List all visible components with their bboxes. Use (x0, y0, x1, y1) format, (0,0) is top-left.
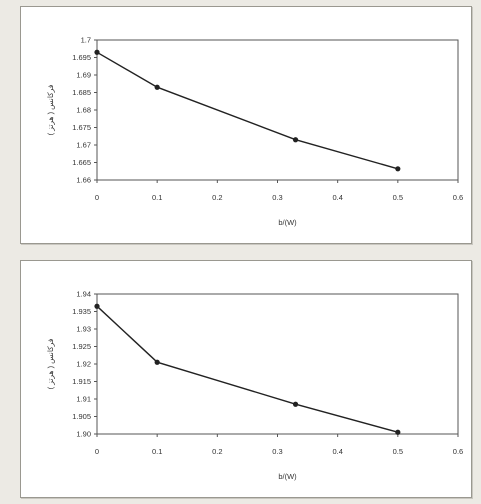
data-point (292, 401, 299, 407)
series-line (96, 51, 398, 170)
y-tick-label: 1.935 (72, 307, 91, 316)
chart-panel-top: 1.66 1.665 1.67 1.675 1.68 1.685 1.69 1.695 1.7 0… (20, 6, 472, 244)
x-tick-label: 0.1 (152, 447, 162, 456)
y-tick-label: 1.915 (72, 377, 91, 386)
data-point (154, 359, 160, 365)
x-tick-label: 0.3 (272, 447, 282, 456)
y-tick-label: 1.675 (72, 123, 91, 132)
series-line (96, 305, 398, 433)
x-tick-label: 0.6 (453, 447, 463, 456)
x-tick-label: 0.5 (393, 193, 403, 202)
data-point (94, 49, 100, 55)
y-tick-label: 1.90 (76, 430, 91, 439)
x-tick-label: 0.4 (332, 447, 342, 456)
y-tick-label: 1.905 (72, 412, 91, 421)
plot-area (96, 39, 459, 181)
chart-svg: 1.90 1.905 1.91 1.915 1.92 1.925 1.93 1.935 1.94… (46, 290, 463, 482)
x-tick-label: 0.4 (332, 193, 342, 202)
x-tick-label: 0 (95, 447, 99, 456)
y-axis-title: فركانس ( هرتز ) (46, 338, 55, 389)
y-tick-label: 1.91 (76, 395, 91, 404)
x-tick-label: 0.2 (212, 447, 222, 456)
x-axis-title: b/(W) (278, 218, 297, 227)
data-point (94, 303, 100, 309)
x-tick-label: 0.1 (152, 193, 162, 202)
y-tick-label: 1.925 (72, 342, 91, 351)
x-tick-label: 0.3 (272, 193, 282, 202)
y-tick-label: 1.93 (76, 325, 91, 334)
y-tick-label: 1.66 (76, 176, 91, 185)
y-tick-label: 1.67 (76, 141, 91, 150)
data-point (154, 84, 160, 90)
y-tick-label: 1.69 (76, 71, 91, 80)
y-tick-label: 1.94 (76, 290, 91, 299)
y-axis-title: فركانس ( هرتز ) (46, 84, 55, 135)
chart-svg: 1.66 1.665 1.67 1.675 1.68 1.685 1.69 1.695 1.7 0… (46, 36, 463, 228)
x-tick-label: 0.2 (212, 193, 222, 202)
y-tick-label: 1.685 (72, 88, 91, 97)
y-tick-label: 1.68 (76, 106, 91, 115)
chart-panel-bottom: 1.90 1.905 1.91 1.915 1.92 1.925 1.93 1.935 1.94… (20, 260, 472, 498)
plot-area (96, 293, 459, 435)
x-tick-label: 0 (95, 193, 99, 202)
data-point (395, 429, 401, 435)
data-point (395, 166, 401, 172)
y-tick-label: 1.665 (72, 158, 91, 167)
y-tick-label: 1.92 (76, 360, 91, 369)
x-tick-label: 0.6 (453, 193, 463, 202)
y-tick-label: 1.695 (72, 53, 91, 62)
data-point (292, 137, 299, 143)
y-tick-label: 1.7 (81, 36, 91, 45)
x-axis-title: b/(W) (278, 472, 297, 481)
x-tick-label: 0.5 (393, 447, 403, 456)
